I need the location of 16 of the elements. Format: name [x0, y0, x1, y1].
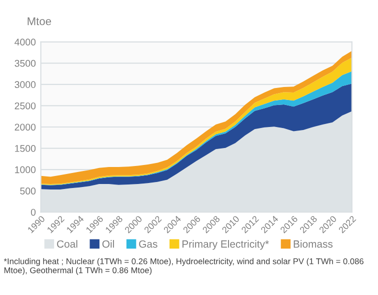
text: *Including heat ; Nuclear (1TWh = 0.26 Mtoe), Hydroelectricity, wind and solar PV (1 TWh = 0.086 Mtoe), Geothermal (1 TWh = 0.86 Mtoe) — [4, 258, 364, 275]
y-tick-label: 1000 — [15, 166, 36, 174]
y-tick-label: 2500 — [14, 102, 36, 110]
y-tick-label: 1500 — [15, 145, 36, 152]
y-tick-label: 500 — [20, 188, 36, 194]
y-tick-label: 0 — [30, 208, 36, 216]
legend-label: Primary Electricity* — [182, 240, 269, 250]
legend-label: Coal — [57, 240, 78, 248]
legend-label: Oil — [102, 240, 114, 248]
y-tick-label: 3500 — [14, 60, 36, 67]
y-tick-label: 2000 — [14, 124, 36, 131]
legend-label: Gas — [139, 240, 158, 248]
y-axis-title: Mtoe — [28, 17, 52, 26]
legend-label: Biomass — [294, 240, 333, 248]
y-tick-label: 3000 — [14, 81, 36, 88]
y-tick-label: 4000 — [14, 38, 36, 46]
